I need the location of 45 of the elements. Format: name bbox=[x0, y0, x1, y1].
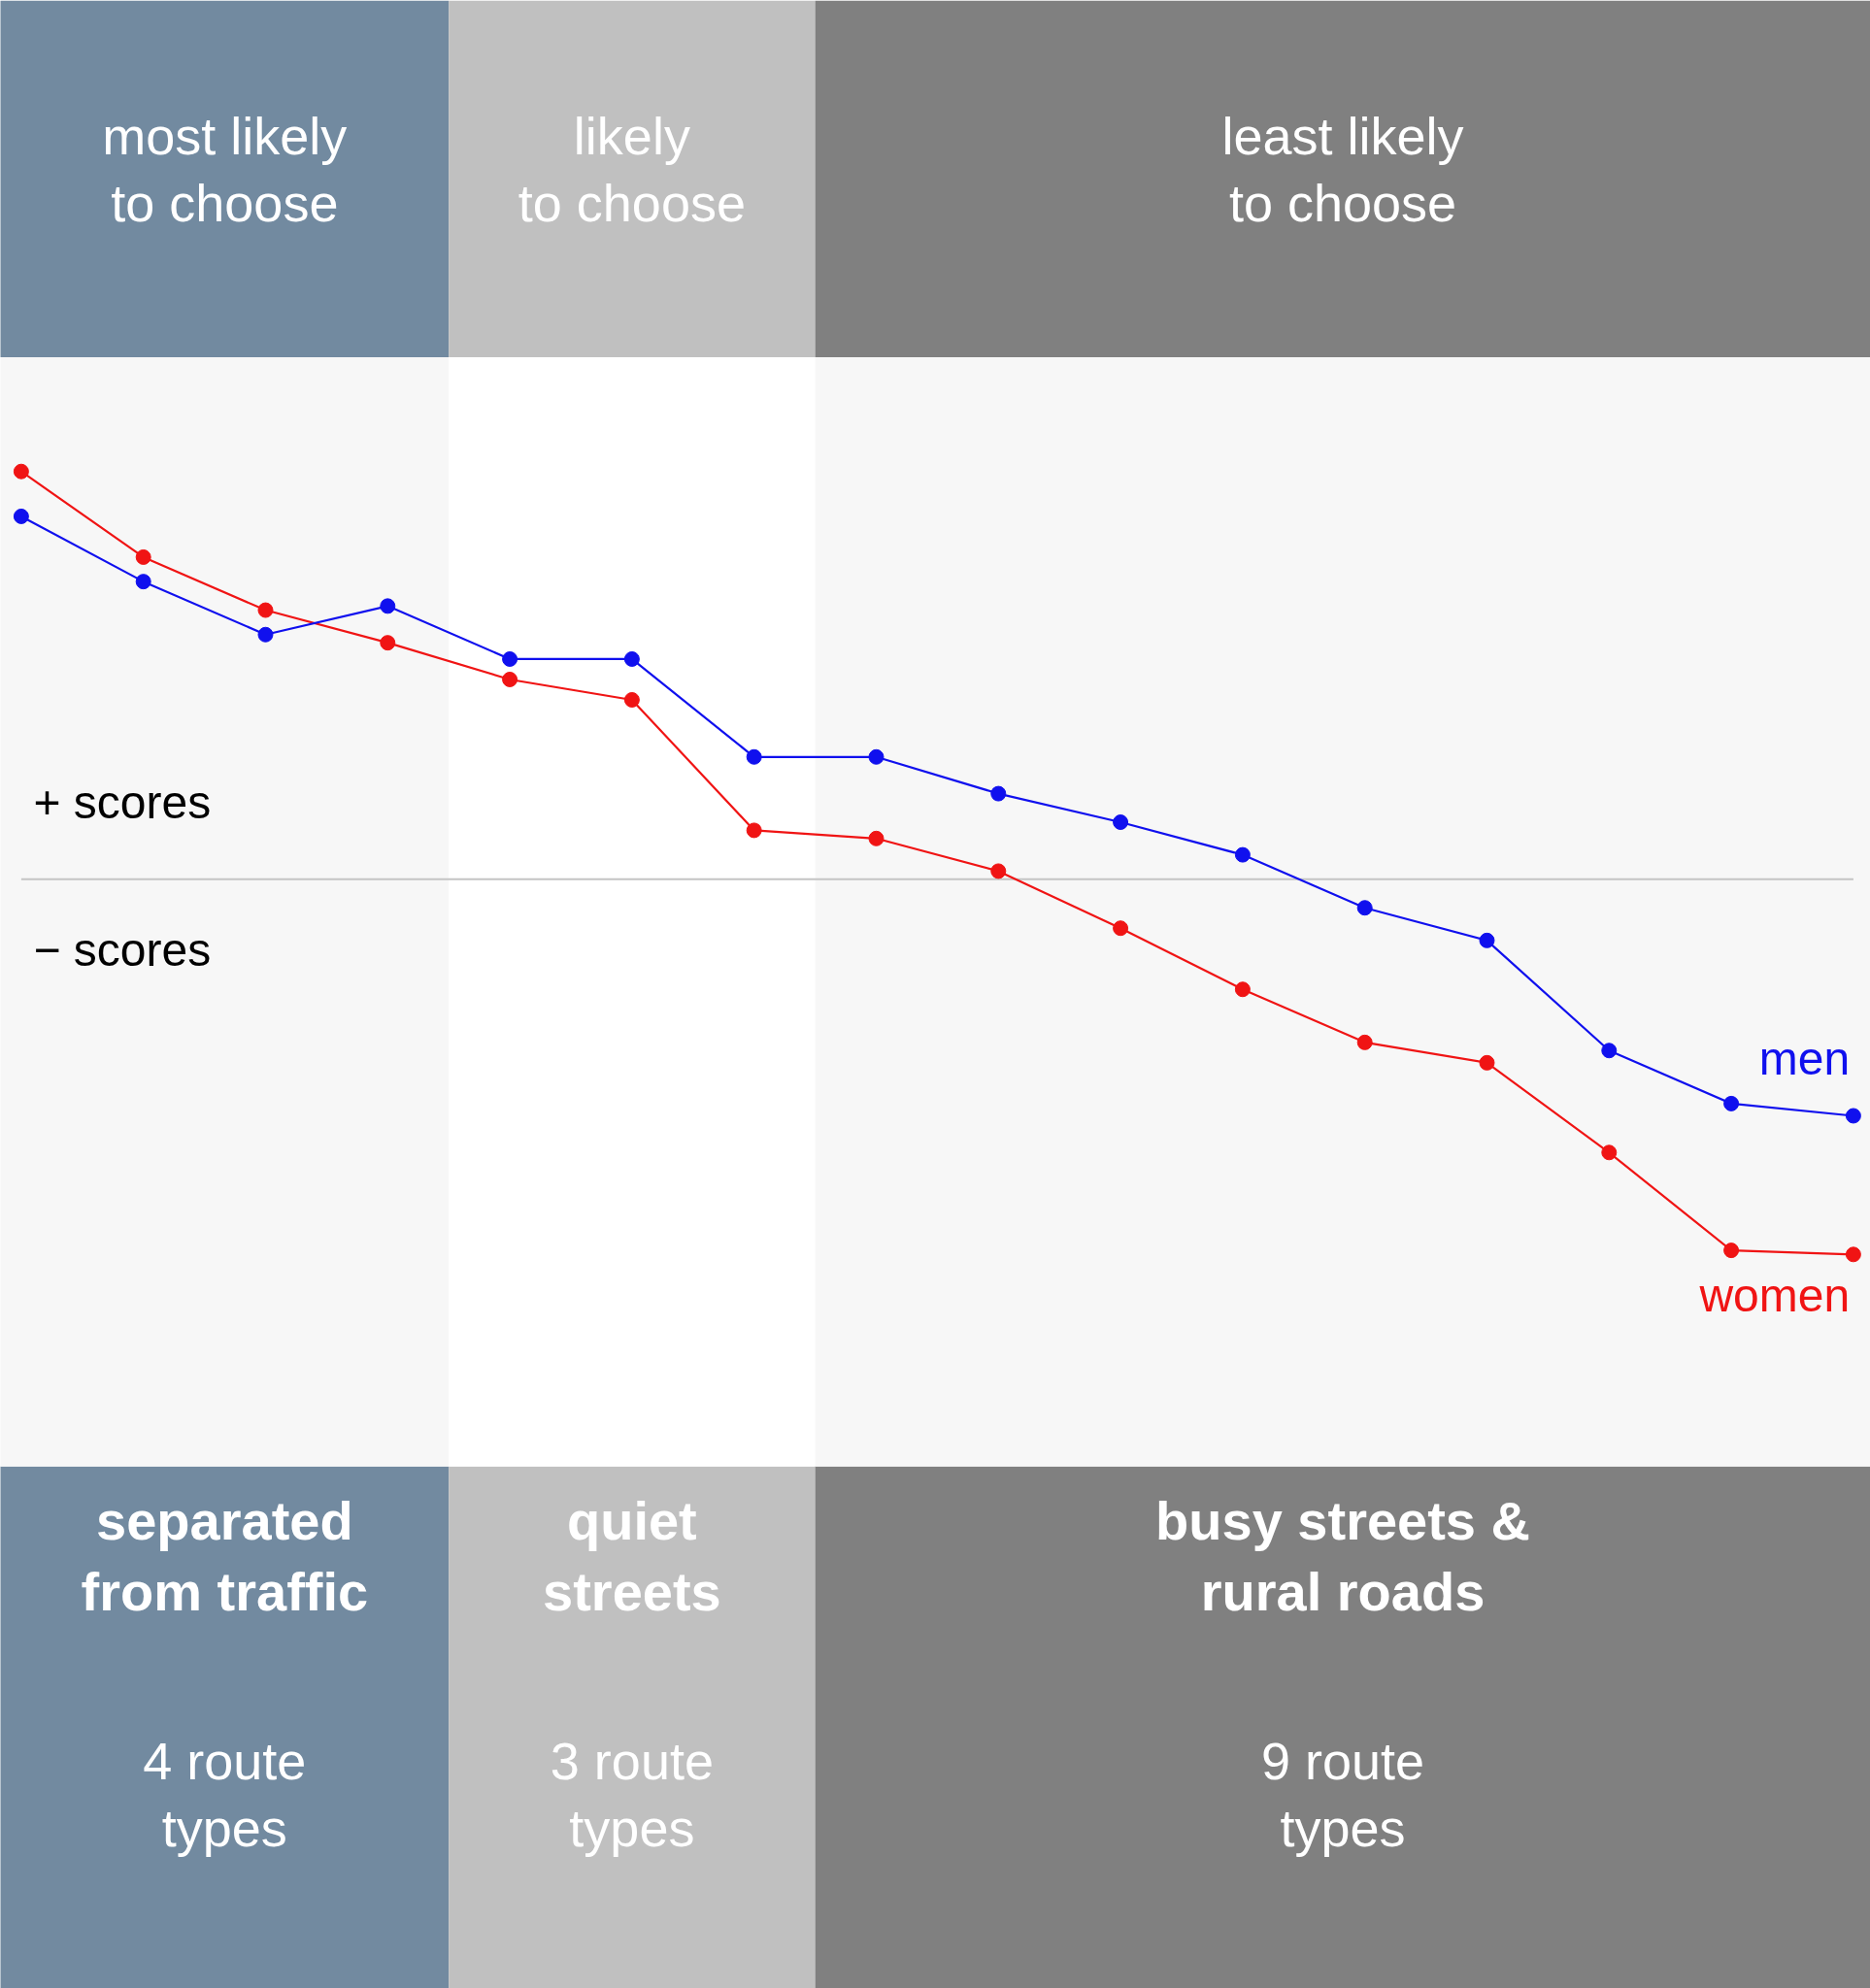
point bbox=[1479, 932, 1495, 948]
point bbox=[380, 635, 396, 651]
point bbox=[1234, 846, 1251, 863]
point bbox=[502, 671, 518, 687]
annotation: + scores bbox=[33, 776, 212, 828]
point bbox=[990, 863, 1007, 879]
text: separated from traffic bbox=[81, 1490, 369, 1622]
series-label: men bbox=[1758, 1033, 1851, 1085]
point bbox=[257, 626, 274, 643]
point bbox=[1356, 900, 1373, 916]
point bbox=[1723, 1242, 1740, 1259]
point bbox=[13, 508, 29, 524]
text: quiet streets bbox=[543, 1490, 721, 1622]
point bbox=[1601, 1144, 1618, 1161]
point bbox=[1113, 814, 1129, 830]
point bbox=[135, 548, 151, 565]
point bbox=[868, 748, 885, 765]
point bbox=[1234, 981, 1251, 998]
point bbox=[380, 598, 396, 614]
point bbox=[13, 463, 29, 480]
point bbox=[1601, 1043, 1618, 1059]
text: 3 route types bbox=[550, 1732, 714, 1858]
point bbox=[1845, 1246, 1861, 1263]
point bbox=[257, 602, 274, 618]
point bbox=[990, 785, 1007, 802]
point bbox=[623, 691, 640, 708]
annotation: − scores bbox=[33, 924, 212, 977]
point bbox=[623, 650, 640, 667]
text: 9 route types bbox=[1260, 1732, 1425, 1858]
point bbox=[1479, 1054, 1495, 1071]
series-label: women bbox=[1698, 1269, 1851, 1321]
text: 4 route types bbox=[143, 1732, 307, 1858]
point bbox=[1723, 1095, 1740, 1111]
text: likely to choose bbox=[518, 107, 746, 233]
point bbox=[502, 650, 518, 667]
point bbox=[1113, 920, 1129, 937]
point bbox=[746, 822, 762, 839]
point bbox=[1845, 1108, 1861, 1124]
point bbox=[746, 748, 762, 765]
text: least likely to choose bbox=[1221, 107, 1464, 233]
point bbox=[135, 574, 151, 590]
text: most likely to choose bbox=[102, 107, 348, 233]
point bbox=[1356, 1034, 1373, 1050]
point bbox=[868, 830, 885, 846]
text: busy streets & rural roads bbox=[1155, 1490, 1531, 1622]
